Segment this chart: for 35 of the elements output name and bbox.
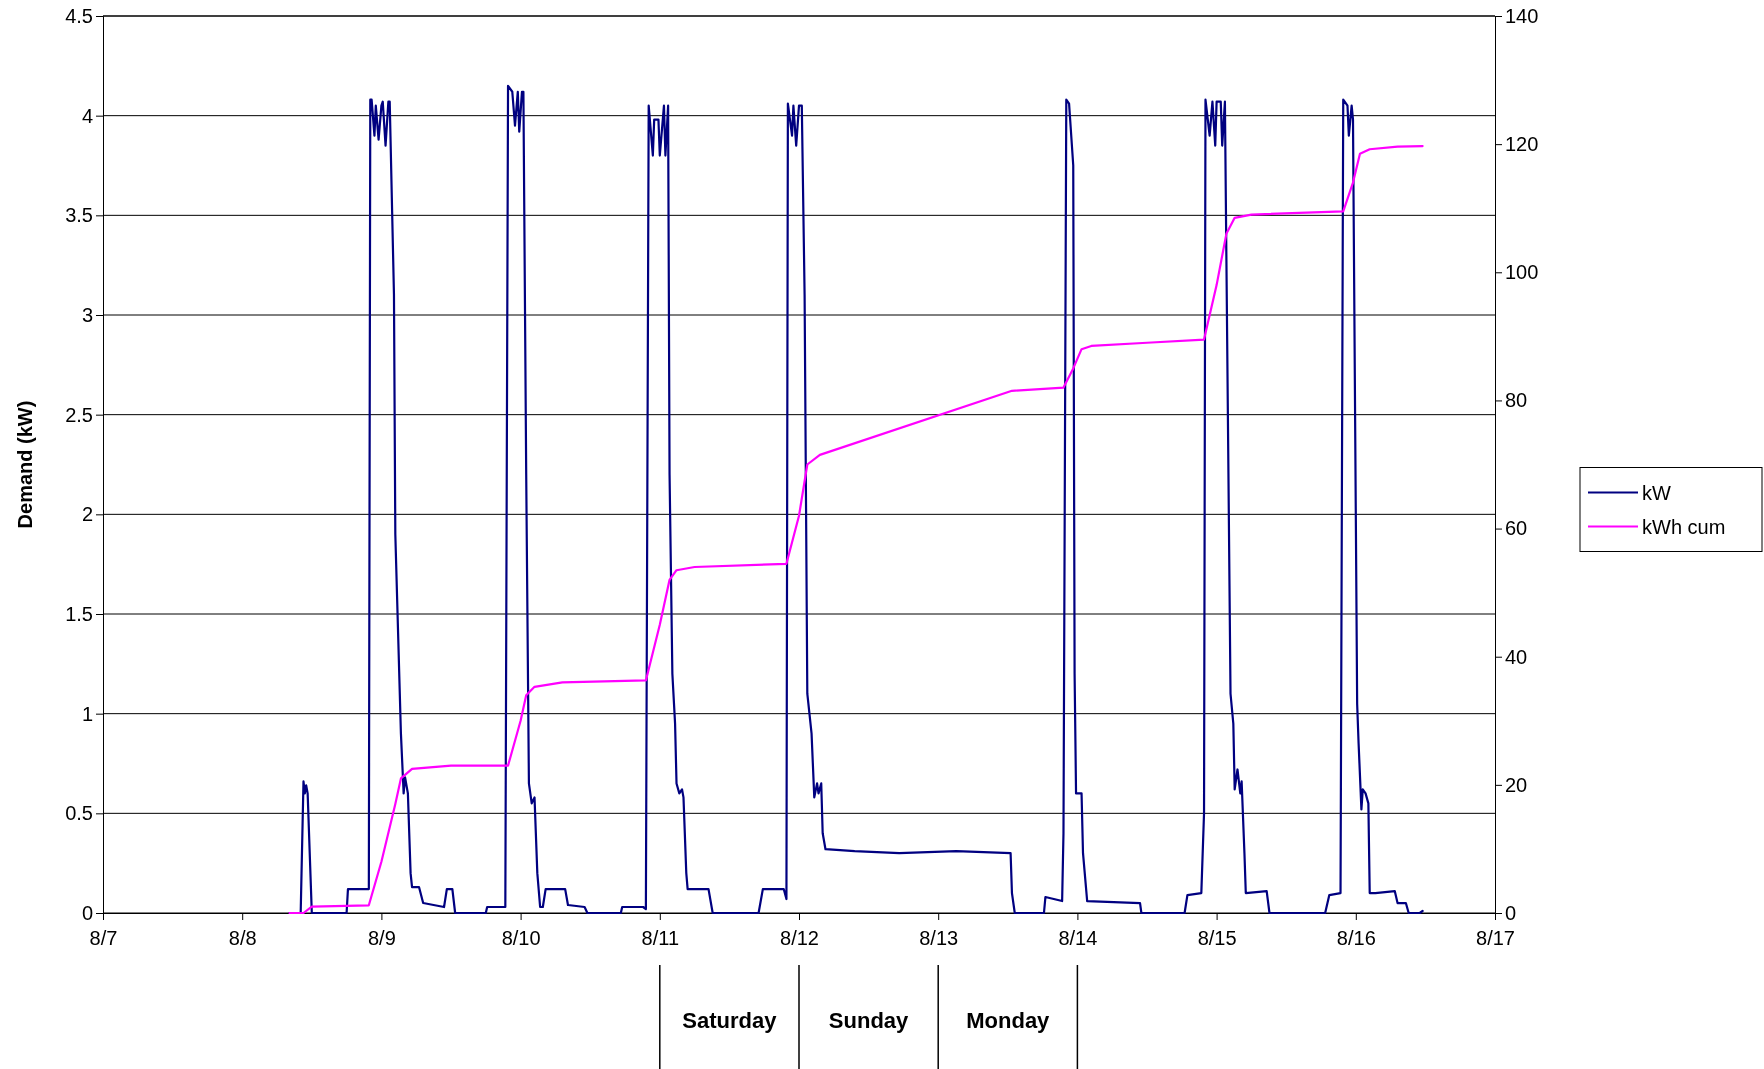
y2-tick-label: 40 (1505, 645, 1528, 668)
y-tick-label: 4.5 (65, 4, 93, 27)
legend-label: kW (1642, 481, 1671, 504)
x-tick-label: 8/14 (1058, 927, 1098, 949)
y2-tick-label: 140 (1505, 4, 1539, 27)
legend-label: kWh cum (1642, 515, 1726, 538)
x-tick-label: 8/10 (501, 927, 541, 949)
y2-tick-label: 80 (1505, 389, 1528, 412)
y-axis-title: Demand (kW) (14, 400, 36, 529)
y-tick-label: 1.5 (65, 602, 93, 625)
x-tick-label: 8/8 (228, 927, 257, 949)
y-tick-label: 2 (81, 503, 93, 526)
y-tick-label: 0 (81, 901, 93, 924)
y2-tick-label: 20 (1505, 773, 1528, 796)
y-tick-label: 2.5 (65, 403, 93, 426)
text: Sunday (828, 1008, 910, 1033)
y-tick-label: 4 (81, 104, 93, 127)
x-tick-label: 8/17 (1476, 927, 1515, 949)
x-tick-label: 8/15 (1197, 927, 1237, 949)
x-tick-label: 8/7 (89, 927, 118, 949)
x-tick-label: 8/11 (641, 927, 680, 949)
x-tick-label: 8/13 (919, 927, 959, 949)
y2-tick-label: 100 (1505, 261, 1539, 284)
text: Monday (966, 1008, 1051, 1033)
y2-tick-label: 0 (1505, 901, 1517, 924)
y-tick-label: 1 (81, 702, 93, 725)
x-tick-label: 8/9 (367, 927, 396, 949)
x-tick-label: 8/12 (780, 927, 819, 949)
y-tick-label: 3.5 (65, 204, 93, 227)
y2-tick-label: 60 (1505, 517, 1528, 540)
y-tick-label: 0.5 (65, 802, 93, 825)
text: Saturday (682, 1008, 778, 1033)
x-tick-label: 8/16 (1336, 927, 1376, 949)
y-tick-label: 3 (81, 303, 93, 326)
y2-tick-label: 120 (1505, 133, 1539, 156)
